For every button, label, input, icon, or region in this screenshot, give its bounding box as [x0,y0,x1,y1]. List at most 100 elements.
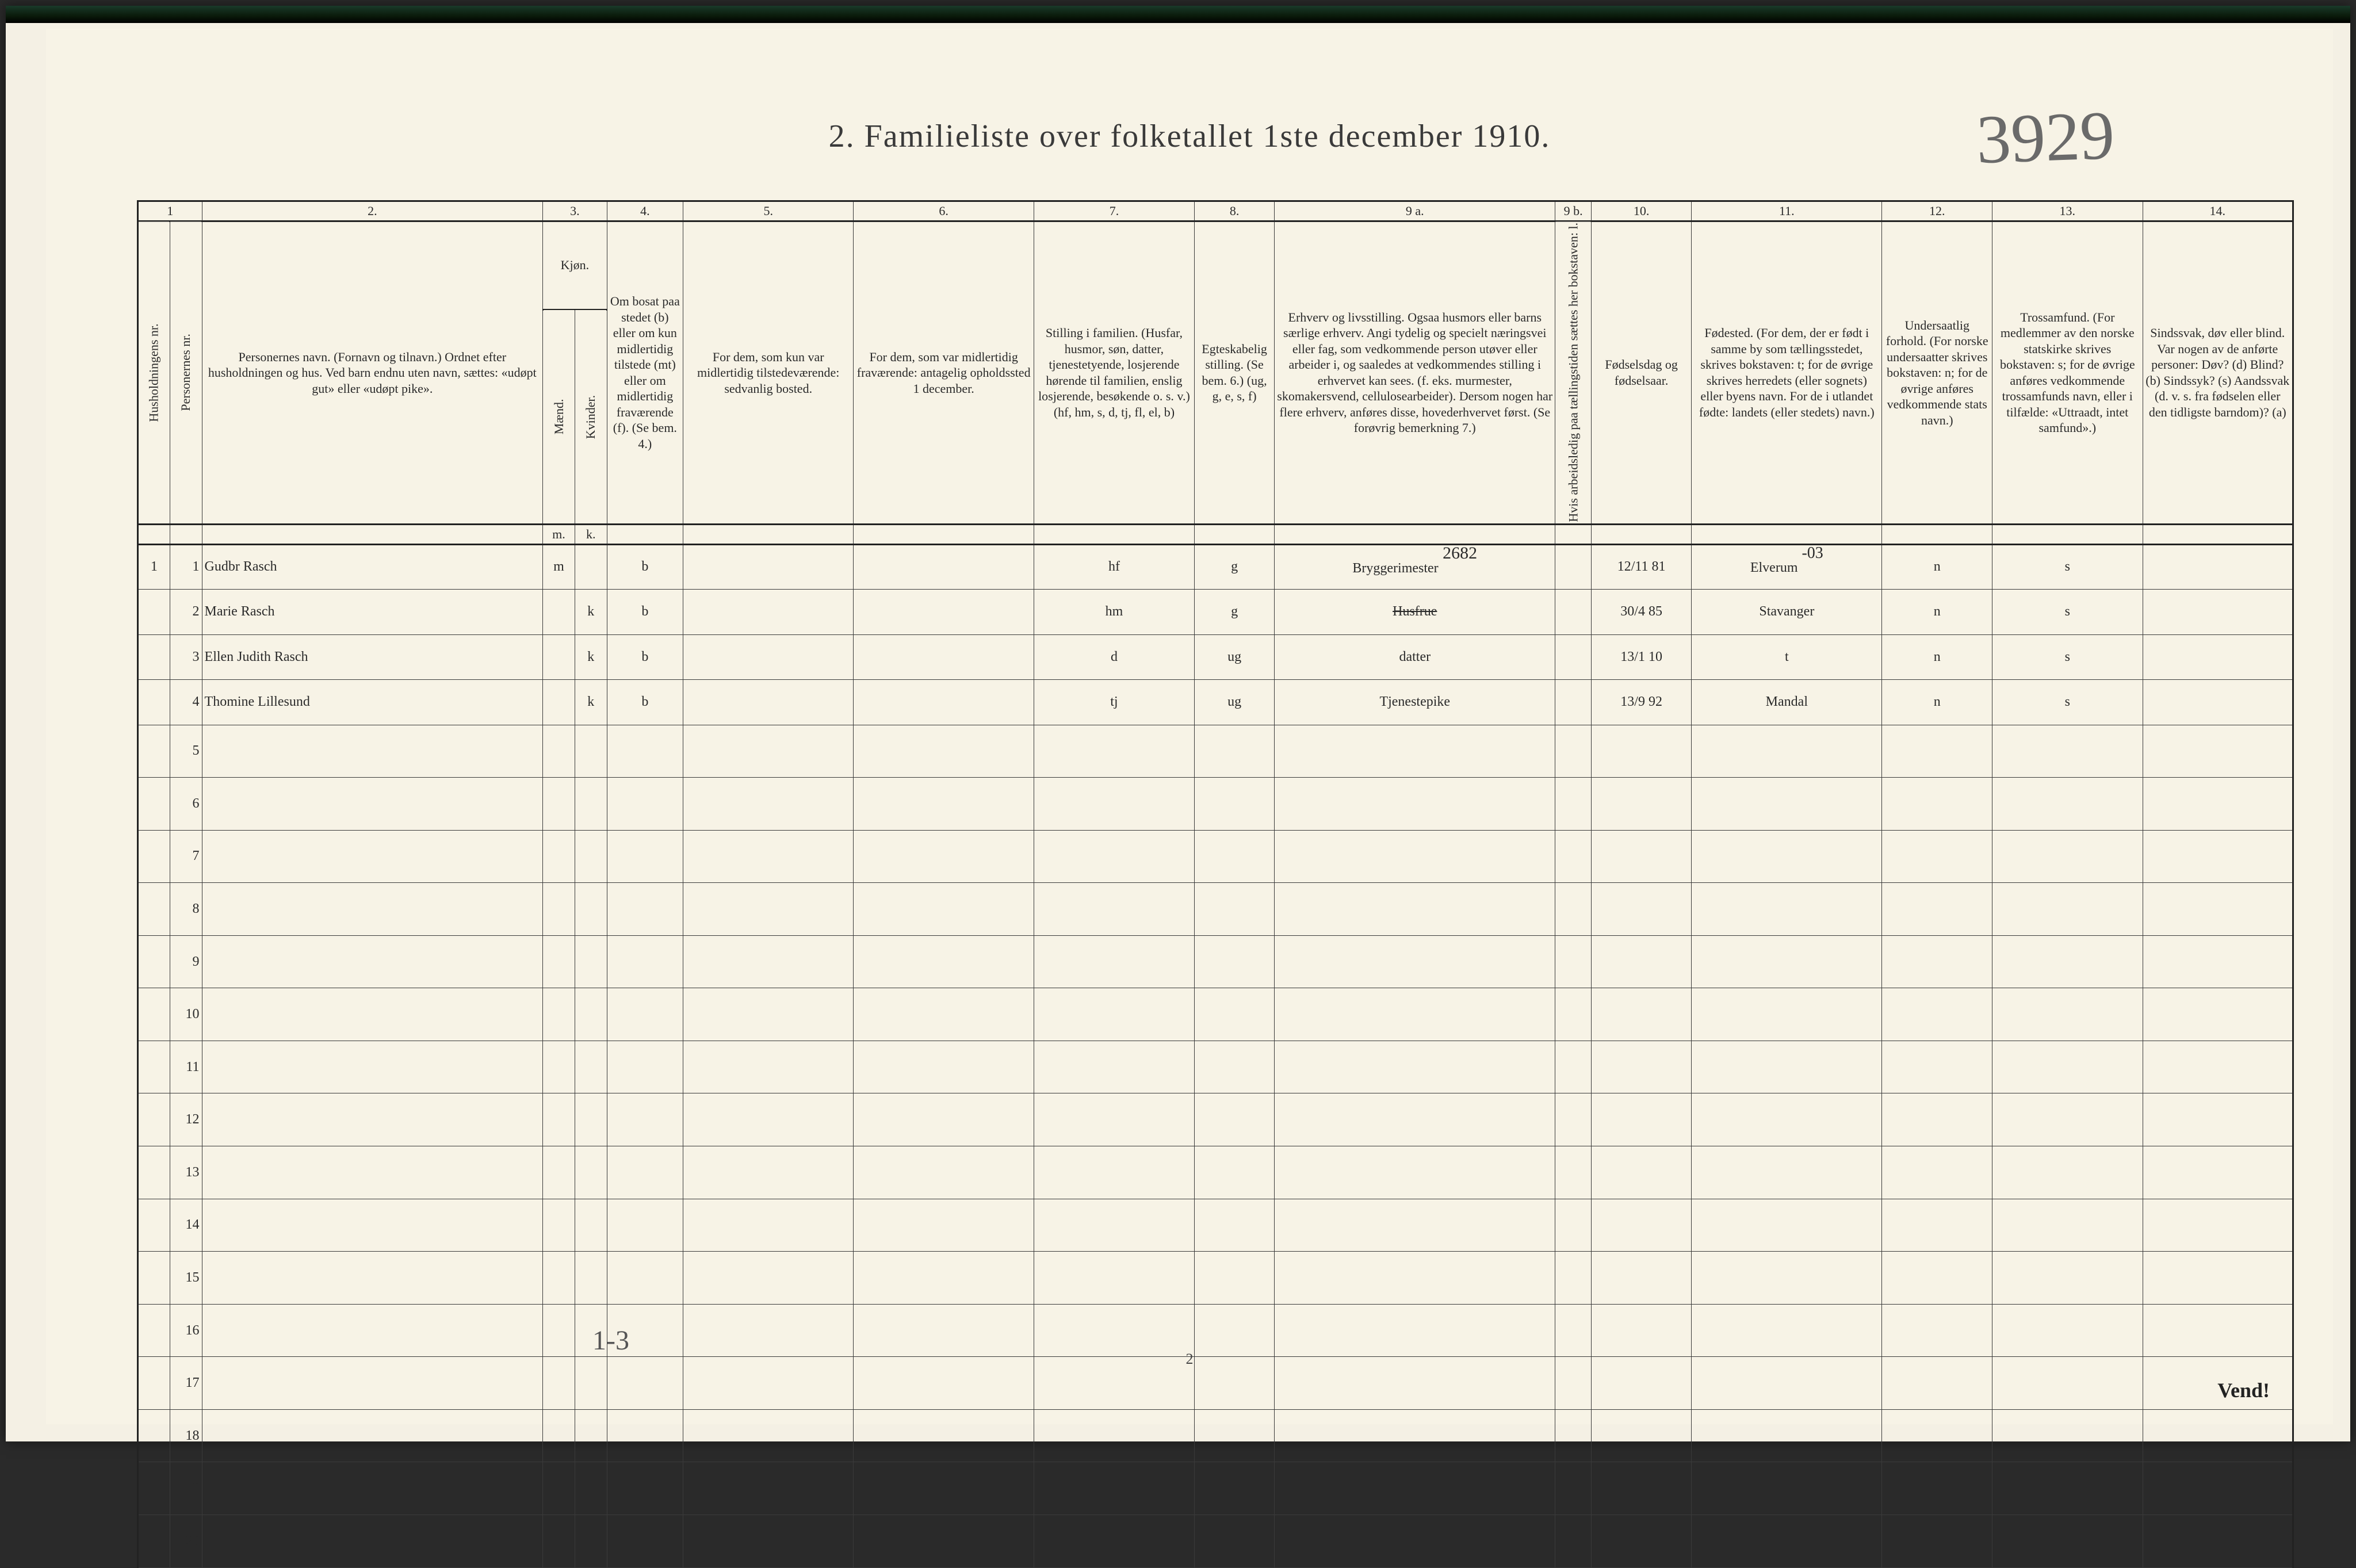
colnum-14: 14. [2143,201,2293,221]
paper: 2. Familieliste over folketallet 1ste de… [46,29,2333,1424]
table-row-blank: 6 [138,778,2293,831]
cell-blank [683,1304,854,1357]
cell-hh [138,988,170,1041]
cell-blank [1882,1304,1992,1357]
cell-blank [1555,1304,1592,1357]
cell-dob: 30/4 85 [1592,590,1692,634]
cell-blank [1275,1409,1555,1462]
cell-sex-k: k [575,680,607,725]
table-row-blank: 7 [138,830,2293,883]
cell-blank [2143,1146,2293,1199]
cell-occupation: Tjenestepike [1275,680,1555,725]
cell-blank [1592,883,1692,936]
cell-blank [607,883,683,936]
occ-annotation: 2682 [1439,544,1478,563]
cell-blank [575,1409,607,1462]
colnum-6: 6. [854,201,1034,221]
cell-marital: g [1194,590,1274,634]
cell-blank [575,725,607,778]
cell-hh [138,1252,170,1305]
cell-blank [1194,1093,1274,1146]
cell-blank [1034,988,1195,1041]
cell-blank [607,1515,683,1567]
table-row-blank: 18 [138,1409,2293,1462]
cell-person-nr: 16 [170,1304,202,1357]
table-row: 11Gudbr RaschmbhfgBryggerimester 268212/… [138,544,2293,589]
cell-9b [1555,544,1592,589]
cell-blank [1034,935,1195,988]
cell-blank [1592,725,1692,778]
cell-blank [543,1252,575,1305]
table-body: 11Gudbr RaschmbhfgBryggerimester 268212/… [138,544,2293,1567]
cell-blank [575,830,607,883]
cell-blank [1592,778,1692,831]
cell-blank [1555,1041,1592,1093]
cell-blank [1882,1199,1992,1252]
cell-hh [138,1462,170,1515]
cell-marital: ug [1194,634,1274,679]
cell-blank [1882,1462,1992,1515]
cell-blank [1592,935,1692,988]
colnum-1: 1 [138,201,202,221]
cell-blank [854,1146,1034,1199]
cell-blank [1882,1041,1992,1093]
mk-m: m. [543,525,575,545]
cell-birthplace: Elverum -03 [1692,544,1882,589]
cell-blank [1275,1252,1555,1305]
blank-mk [683,525,854,545]
cell-nationality: n [1882,634,1992,679]
cell-blank [1992,830,2143,883]
cell-blank [1275,1146,1555,1199]
cell-hh [138,778,170,831]
header-marital: Egteskabelig stilling. (Se bem. 6.) (ug,… [1194,221,1274,525]
cell-blank [2143,830,2293,883]
cell-occupation: Husfrue [1275,590,1555,634]
table-row-blank: 19 [138,1462,2293,1515]
header-female: Kvinder. [575,309,607,524]
cell-blank [1592,1252,1692,1305]
cell-blank [1592,1515,1692,1567]
cell-blank [1992,1462,2143,1515]
cell-sex-m: m [543,544,575,589]
cell-blank [1882,1252,1992,1305]
blank-mk [1692,525,1882,545]
cell-blank [202,1515,543,1567]
blank-mk [1882,525,1992,545]
cell-blank [1194,1462,1274,1515]
table-row-blank: 12 [138,1093,2293,1146]
cell-religion: s [1992,634,2143,679]
cell-blank [202,1304,543,1357]
cell-residence: b [607,590,683,634]
cell-blank [1692,1409,1882,1462]
cell-blank [683,1462,854,1515]
cell-residence: b [607,680,683,725]
cell-residence: b [607,544,683,589]
header-nationality: Undersaatlig forhold. (For norske unders… [1882,221,1992,525]
cell-blank [202,725,543,778]
cell-blank [202,1041,543,1093]
cell-hh [138,680,170,725]
cell-hh [138,1515,170,1567]
cell-blank [854,1041,1034,1093]
cell-blank [2143,1093,2293,1146]
cell-blank [1275,988,1555,1041]
cell-blank [1034,778,1195,831]
cell-marital: ug [1194,680,1274,725]
blank-mk [138,525,170,545]
cell-blank [575,1093,607,1146]
table-row-blank: 20 [138,1515,2293,1567]
cell-person-nr: 1 [170,544,202,589]
cell-dob: 13/1 10 [1592,634,1692,679]
cell-blank [854,1515,1034,1567]
cell-blank [854,778,1034,831]
column-number-row: 1 2. 3. 4. 5. 6. 7. 8. 9 a. 9 b. 10. 11.… [138,201,2293,221]
cell-blank [1034,1252,1195,1305]
cell-sex-k: k [575,590,607,634]
cell-c5 [683,680,854,725]
cell-marital: g [1194,544,1274,589]
cell-blank [854,1093,1034,1146]
cell-person-nr: 10 [170,988,202,1041]
cell-blank [1034,1093,1195,1146]
cell-blank [575,988,607,1041]
header-person-nr: Personernes nr. [170,221,202,525]
